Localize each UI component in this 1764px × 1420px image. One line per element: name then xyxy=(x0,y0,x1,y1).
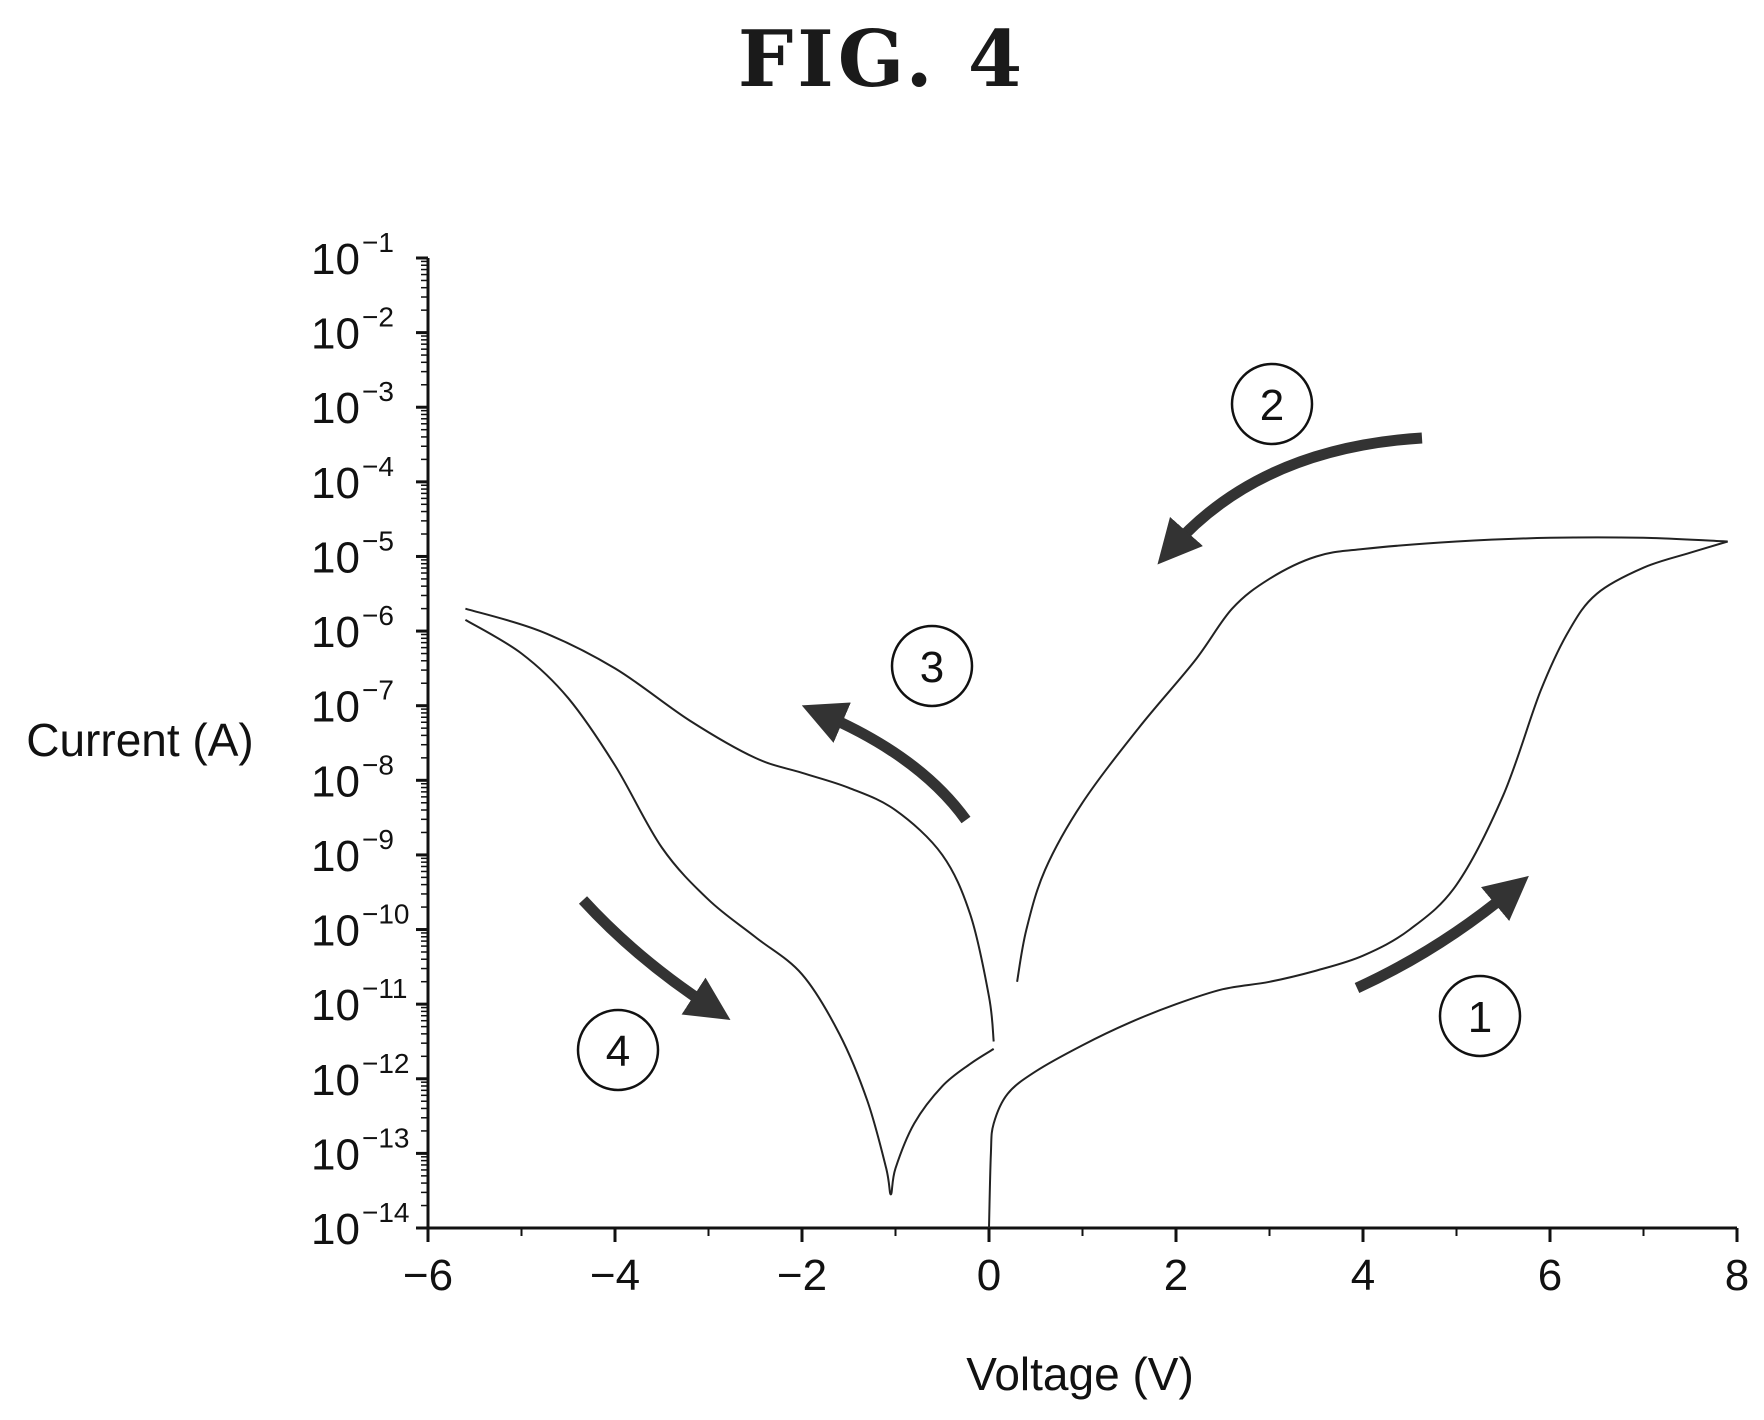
step-circle-3 xyxy=(890,624,974,708)
x-tick-label: −2 xyxy=(777,1251,827,1300)
y-tick-exponent: −14 xyxy=(362,1197,410,1228)
y-tick-label: 10 xyxy=(311,608,360,657)
y-tick-exponent: −3 xyxy=(362,376,394,407)
y-tick-label: 10 xyxy=(311,981,360,1030)
direction-arrow-4 xyxy=(578,896,731,1020)
x-tick-label: −4 xyxy=(590,1251,640,1300)
annotations-group: 1 2 3 4 xyxy=(576,362,1529,1092)
curve-segment-2 xyxy=(1016,536,1728,982)
x-tick-label: 4 xyxy=(1351,1251,1375,1300)
step-number-2: 2 xyxy=(1260,381,1284,430)
y-tick-exponent: −4 xyxy=(362,451,394,482)
y-tick-label: 10 xyxy=(311,310,360,359)
x-tick-label: 2 xyxy=(1164,1251,1188,1300)
y-tick-label: 10 xyxy=(311,533,360,582)
curve-segment-1 xyxy=(988,540,1728,1229)
y-tick-label: 10 xyxy=(311,832,360,881)
x-axis-label: Voltage (V) xyxy=(966,1348,1194,1400)
y-tick-label: 10 xyxy=(311,1056,360,1105)
y-tick-label: 10 xyxy=(311,683,360,732)
x-tick-label: 6 xyxy=(1538,1251,1562,1300)
y-tick-label: 10 xyxy=(311,757,360,806)
direction-arrow-2 xyxy=(1157,432,1423,565)
x-tick-label: −6 xyxy=(403,1251,453,1300)
ticks: −6 −4 −2 0 2 4 6 810 −110 −210 −310 −410 −510 −610 −71… xyxy=(311,227,1749,1300)
y-tick-label: 10 xyxy=(311,907,360,956)
y-tick-label: 10 xyxy=(311,384,360,433)
y-tick-exponent: −2 xyxy=(362,302,394,333)
direction-arrow-1 xyxy=(1354,875,1529,994)
y-tick-exponent: −10 xyxy=(362,899,410,930)
x-tick-label: 8 xyxy=(1725,1251,1749,1300)
step-number-1: 1 xyxy=(1468,993,1492,1042)
y-tick-exponent: −5 xyxy=(362,525,394,556)
y-tick-exponent: −1 xyxy=(362,227,394,258)
y-axis-label: Current (A) xyxy=(26,714,253,766)
figure-title: FIG. 4 xyxy=(737,14,1027,105)
direction-arrow-3 xyxy=(801,702,971,824)
step-number-4: 4 xyxy=(606,1027,630,1076)
step-number-3: 3 xyxy=(920,643,944,692)
y-tick-exponent: −13 xyxy=(362,1122,410,1153)
y-tick-exponent: −12 xyxy=(362,1048,410,1079)
y-tick-exponent: −11 xyxy=(362,973,407,1004)
y-tick-exponent: −7 xyxy=(362,675,394,706)
y-tick-label: 10 xyxy=(311,459,360,508)
series-group xyxy=(464,536,1728,1229)
curve-segment-3 xyxy=(465,607,995,1042)
y-tick-label: 10 xyxy=(311,235,360,284)
step-circle-4 xyxy=(576,1008,660,1092)
step-circle-2 xyxy=(1230,362,1314,446)
y-tick-exponent: −8 xyxy=(362,749,394,780)
x-tick-label: 0 xyxy=(977,1251,1001,1300)
y-tick-exponent: −6 xyxy=(362,600,394,631)
y-tick-label: 10 xyxy=(311,1205,360,1254)
y-tick-label: 10 xyxy=(311,1130,360,1179)
y-tick-exponent: −9 xyxy=(362,824,394,855)
step-circle-1 xyxy=(1438,974,1522,1058)
curve-segment-4 xyxy=(464,619,995,1196)
